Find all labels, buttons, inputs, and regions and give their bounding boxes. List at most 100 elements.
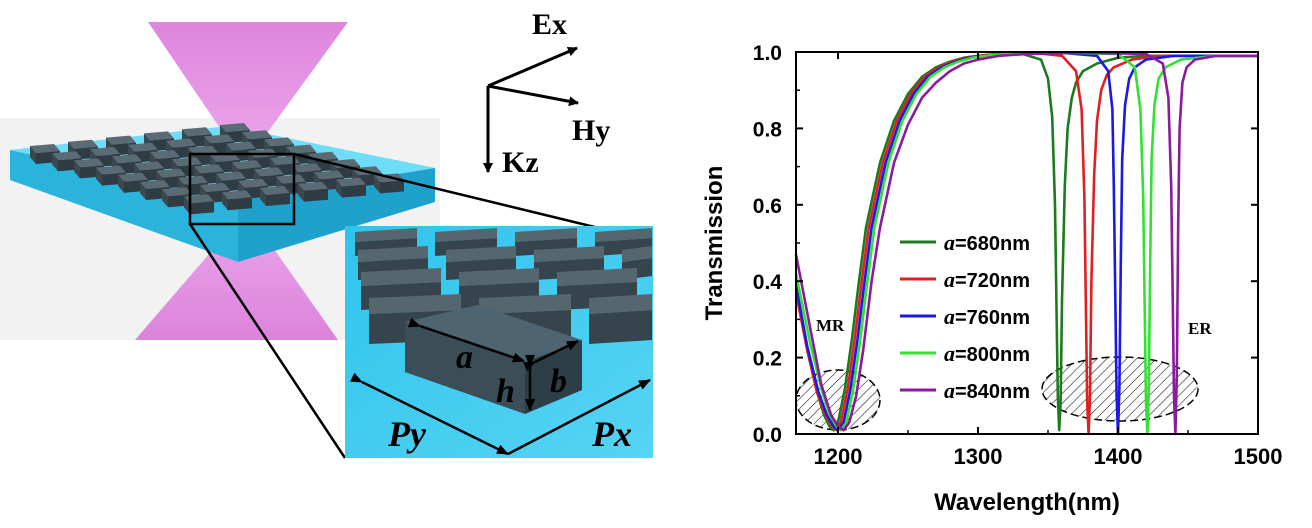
pillar-side: [336, 179, 342, 198]
inset-pillar-top: [534, 246, 604, 262]
x-tick-label: 1500: [1234, 444, 1283, 469]
x-axis-title: Wavelength(nm): [934, 489, 1120, 516]
beam-lower: [135, 232, 338, 340]
k-vector-label: Kz: [502, 146, 539, 179]
beam-upper: [148, 22, 348, 140]
y-tick-label: 0.0: [753, 424, 782, 447]
dim-h-label: h: [496, 373, 515, 410]
inset-view: a h b Py Px: [345, 226, 653, 458]
inset-pillar-top: [595, 228, 652, 242]
pillar-top: [226, 141, 256, 151]
e-field-label: Ex: [532, 8, 567, 41]
pillar-front: [304, 188, 328, 202]
pillar-side: [52, 153, 58, 172]
inset-pillar-front: [589, 310, 652, 344]
pillar-top: [30, 144, 60, 153]
schematic: a h b Py Px Ex Hy Kz: [0, 8, 653, 459]
h-field-label: Hy: [572, 114, 610, 147]
x-tick-label: 1200: [814, 444, 863, 469]
zoom-line-top: [293, 152, 641, 240]
pillar-front: [190, 201, 214, 215]
transmission-chart: 1200 1300 1400 1500 0.0 0.2 0.4 0.6 0.8 1.0 a=680…: [701, 42, 1282, 516]
pillar-side: [374, 175, 380, 194]
pillar-top: [254, 167, 284, 177]
dim-py-arrow: [349, 372, 509, 456]
pillar-top: [96, 165, 126, 175]
pillar-top: [220, 123, 250, 132]
dim-a-label: a: [456, 339, 473, 376]
dim-b-label: b: [550, 363, 567, 400]
pillar-side: [260, 188, 266, 206]
pillar-top: [134, 161, 164, 171]
inset-pillar-top: [515, 228, 577, 242]
inset-pillar-top: [479, 294, 571, 314]
pillar-top: [292, 163, 322, 173]
zoom-line-bottom: [188, 223, 347, 459]
pillar-top: [52, 151, 82, 161]
pillar-top: [172, 157, 202, 167]
pillar-side: [118, 174, 124, 193]
pillar-top: [106, 135, 136, 145]
pillar-top: [162, 187, 192, 197]
inset-pillar-top: [369, 294, 461, 314]
pillar-top: [118, 172, 148, 182]
pillar-top: [286, 144, 316, 154]
pillar-side: [184, 196, 190, 215]
pillar-top: [270, 156, 300, 165]
pillar-top: [336, 177, 366, 187]
dim-px-label: Px: [591, 414, 632, 454]
e-field-arrow: [487, 46, 578, 88]
pillar-side: [30, 146, 36, 164]
pillar-top: [156, 168, 186, 178]
pillar-top: [314, 170, 344, 180]
legend-label-1: a=720nm: [944, 267, 1030, 292]
pillar-top: [184, 194, 214, 204]
pillar-top: [194, 164, 224, 174]
pillar-top: [200, 183, 230, 192]
inset-pillar-top: [446, 246, 516, 262]
h-field-arrow: [487, 84, 579, 107]
dim-a-arrow: [407, 317, 525, 363]
pillar-top: [216, 171, 246, 181]
pillar-top: [166, 138, 196, 148]
pillar-side: [298, 183, 304, 202]
pillar-top: [144, 131, 174, 141]
pillar-top: [188, 145, 218, 155]
legend-label-4: a=840nm: [944, 378, 1030, 403]
inset-pillar-top: [622, 246, 652, 262]
pillar-top: [74, 158, 104, 168]
pillar-top: [182, 127, 212, 137]
pillar-side: [74, 160, 80, 179]
pillar-top: [90, 147, 120, 156]
pillar-top: [264, 137, 294, 147]
pillar-front: [228, 197, 252, 211]
series-line-4: [794, 51, 1258, 436]
legend-label-0: a=680nm: [944, 230, 1030, 255]
pillar-top: [298, 181, 328, 191]
series-line-3: [794, 51, 1258, 436]
y-tick-label: 0.8: [753, 118, 783, 141]
inset-pillar-top: [358, 246, 428, 262]
x-tick-label: 1300: [954, 444, 1003, 469]
inset-pillars: [355, 228, 652, 344]
pillar-top: [68, 139, 98, 149]
pillar-front: [342, 184, 366, 198]
pillar-top: [222, 190, 252, 200]
pillar-top: [242, 130, 272, 140]
x-tick-label: 1400: [1094, 444, 1143, 469]
field-axes: Ex Hy Kz: [483, 8, 610, 179]
y-tick-label: 0.4: [753, 271, 783, 294]
annotation-er: ER: [1188, 319, 1212, 338]
dim-py-label: Py: [387, 414, 427, 454]
inset-pillar-top: [361, 268, 441, 286]
pillar-top: [140, 180, 170, 189]
pillar-side: [162, 189, 168, 208]
pillar-top: [128, 142, 158, 152]
inset-pillar-top: [435, 228, 497, 242]
legend-label-3: a=800nm: [944, 341, 1030, 366]
inset-pillar-top: [355, 228, 417, 242]
ticks-layer: 1200 1300 1400 1500 0.0 0.2 0.4 0.6 0.8 1.0: [753, 42, 1283, 469]
pillar-grid: [30, 123, 404, 215]
pillar-top: [276, 174, 306, 184]
